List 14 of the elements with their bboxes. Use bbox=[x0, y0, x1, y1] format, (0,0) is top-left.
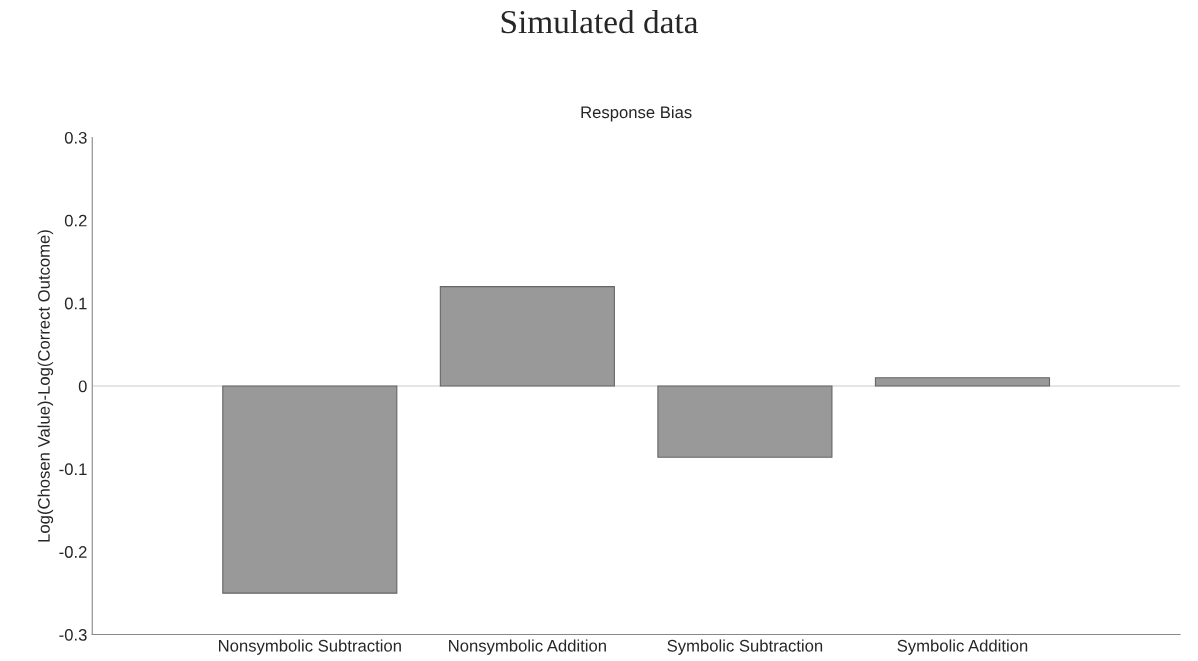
y-tick-label: 0.2 bbox=[64, 214, 87, 227]
y-tick-label: 0.1 bbox=[64, 297, 87, 310]
y-axis-title: Log(Chosen Value)-Log(Correct Outcome) bbox=[37, 230, 54, 542]
y-tick-label: 0.3 bbox=[64, 131, 87, 144]
y-tick-label: 0 bbox=[78, 380, 87, 393]
x-tick-label: Symbolic Addition bbox=[897, 639, 1028, 655]
y-tick-label: -0.2 bbox=[59, 546, 87, 558]
x-tick-label: Symbolic Subtraction bbox=[667, 639, 823, 655]
y-tick-label: -0.1 bbox=[59, 463, 87, 476]
x-tick-label: Nonsymbolic Subtraction bbox=[219, 639, 401, 655]
y-tick-label: -0.3 bbox=[59, 628, 87, 641]
chart-subtitle: Response Bias bbox=[581, 105, 692, 122]
chart-title: Simulated data bbox=[501, 9, 699, 34]
x-tick-label: Nonsymbolic Addition bbox=[449, 639, 606, 655]
